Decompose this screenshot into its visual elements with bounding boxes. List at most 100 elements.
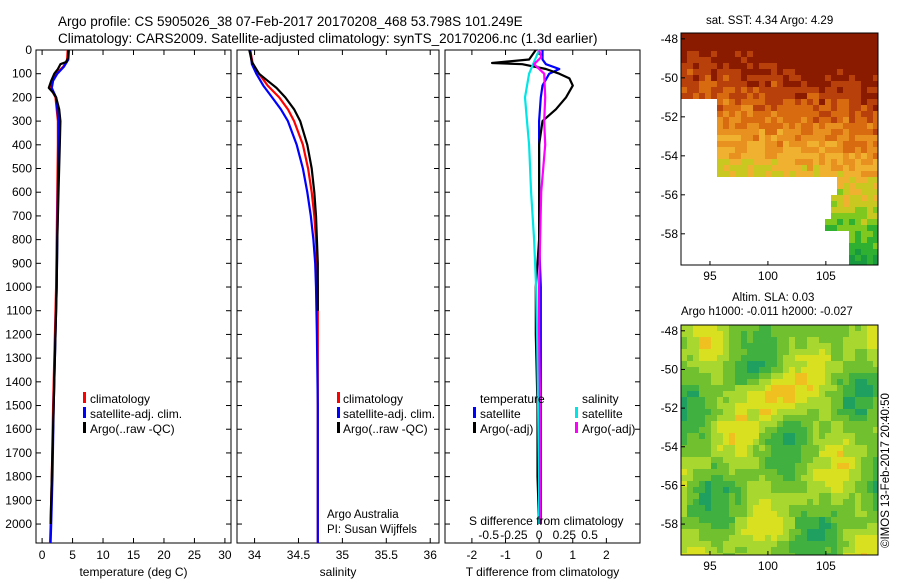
- map-cell: [729, 343, 735, 349]
- map-cell: [693, 135, 699, 141]
- map-cell: [705, 45, 711, 51]
- map-cell: [807, 451, 813, 457]
- map-cell: [741, 331, 747, 337]
- map-cell: [723, 427, 729, 433]
- map-cell: [741, 385, 747, 391]
- map-cell: [759, 403, 765, 409]
- map-cell: [741, 511, 747, 517]
- map-cell: [699, 207, 705, 213]
- map-cell: [873, 325, 878, 331]
- map-cell: [783, 403, 789, 409]
- map-cell: [825, 331, 831, 337]
- map-cell: [735, 475, 741, 481]
- map-cell: [747, 355, 753, 361]
- map-cell: [771, 129, 777, 135]
- map-cell: [867, 261, 873, 265]
- map-cell: [771, 261, 777, 265]
- map-cell: [825, 457, 831, 463]
- y-tick-label: 1300: [5, 351, 32, 365]
- map-cell: [783, 255, 789, 261]
- map-cell: [849, 207, 855, 213]
- map-cell: [831, 87, 837, 93]
- map-cell: [765, 337, 771, 343]
- map-cell: [741, 517, 747, 523]
- map-cell: [717, 547, 723, 553]
- map-cell: [729, 541, 735, 547]
- map-cell: [735, 165, 741, 171]
- map-cell: [741, 529, 747, 535]
- map-cell: [801, 207, 807, 213]
- map-cell: [867, 189, 873, 195]
- map-cell: [789, 463, 795, 469]
- map-cell: [717, 147, 723, 153]
- map-cell: [705, 535, 711, 541]
- map-cell: [783, 493, 789, 499]
- map-cell: [711, 361, 717, 367]
- map-cell: [819, 385, 825, 391]
- map-cell: [813, 225, 819, 231]
- map-cell: [783, 183, 789, 189]
- map-cell: [723, 523, 729, 529]
- map-cell: [759, 343, 765, 349]
- map-cell: [717, 249, 723, 255]
- map-cell: [855, 177, 861, 183]
- map-cell: [699, 535, 705, 541]
- map-cell: [807, 337, 813, 343]
- map-cell: [855, 469, 861, 475]
- map-cell: [693, 373, 699, 379]
- map-cell: [735, 93, 741, 99]
- map-cell: [777, 93, 783, 99]
- map-cell: [681, 225, 687, 231]
- map-cell: [795, 123, 801, 129]
- map-cell: [681, 135, 687, 141]
- map-cell: [717, 397, 723, 403]
- map-cell: [741, 463, 747, 469]
- map-cell: [735, 421, 741, 427]
- map-cell: [729, 123, 735, 129]
- plot-frame: [35, 49, 232, 544]
- map-cell: [759, 361, 765, 367]
- map-cell: [765, 529, 771, 535]
- map-cell: [783, 171, 789, 177]
- map-cell: [729, 261, 735, 265]
- map-cell: [699, 517, 705, 523]
- map-cell: [735, 225, 741, 231]
- map-cell: [795, 243, 801, 249]
- map-cell: [867, 225, 873, 231]
- map-cell: [813, 189, 819, 195]
- map-cell: [825, 535, 831, 541]
- map-cell: [741, 177, 747, 183]
- map-cell: [849, 99, 855, 105]
- map-cell: [681, 117, 687, 123]
- y-tick-label: 600: [12, 185, 32, 199]
- map-cell: [831, 183, 837, 189]
- map-cell: [807, 523, 813, 529]
- map-cell: [717, 165, 723, 171]
- map-cell: [693, 207, 699, 213]
- map-cell: [699, 99, 705, 105]
- map-cell: [867, 219, 873, 225]
- map-cell: [747, 511, 753, 517]
- map-cell: [831, 129, 837, 135]
- map-cell: [819, 243, 825, 249]
- map-cell: [693, 415, 699, 421]
- map-cell: [831, 475, 837, 481]
- legend-marker-sal-satellite: [575, 407, 578, 418]
- map-cell: [867, 349, 873, 355]
- map-cell: [807, 469, 813, 475]
- map-cell: [813, 439, 819, 445]
- map-cell: [705, 433, 711, 439]
- map-cell: [717, 361, 723, 367]
- map-cell: [759, 189, 765, 195]
- map-cell: [711, 75, 717, 81]
- map-cell: [729, 195, 735, 201]
- map-cell: [807, 39, 813, 45]
- map-cell: [813, 231, 819, 237]
- map-cell: [801, 493, 807, 499]
- map-cell: [783, 391, 789, 397]
- map-cell: [723, 147, 729, 153]
- map-cell: [711, 153, 717, 159]
- map-cell: [867, 487, 873, 493]
- map-cell: [711, 445, 717, 451]
- map-cell: [687, 463, 693, 469]
